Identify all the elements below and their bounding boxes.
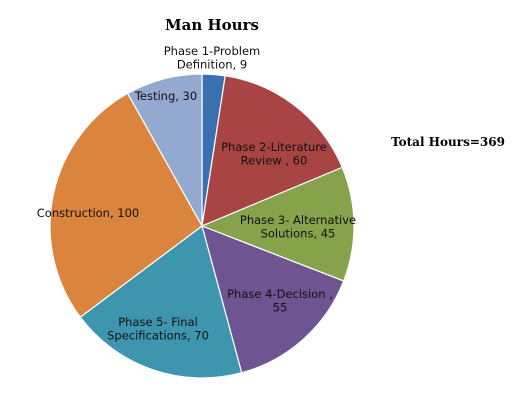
pie-slice-label-5: Phase 5- Final Specifications, 70 (107, 315, 209, 343)
pie-slice-6 (49, 92, 203, 318)
pie-slice-label-6: Construction, 100 (37, 206, 139, 220)
pie-slices (49, 73, 355, 379)
pie-labels: Phase 1-Problem Definition, 9 Phase 2-Lite… (37, 44, 356, 343)
pie-slice-label-4: Phase 4-Decision , 55 (227, 287, 333, 315)
total-hours-annotation: Total Hours=369 (391, 135, 505, 149)
pie-slice-7 (126, 73, 203, 229)
pie-slice-label-2: Phase 2-Literature Review , 60 (221, 140, 327, 168)
pie-slice-label-3: Phase 3- Alternative Solutions, 45 (240, 213, 356, 241)
pie-slice-label-7: Testing, 30 (134, 89, 197, 103)
chart-title: Man Hours (165, 16, 259, 34)
pie-slice-label-1: Phase 1-Problem Definition, 9 (164, 44, 260, 72)
pie-slice-2 (201, 75, 344, 227)
pie-slice-3 (200, 166, 355, 282)
pie-slice-4 (201, 225, 345, 374)
pie-slice-5 (79, 224, 243, 379)
